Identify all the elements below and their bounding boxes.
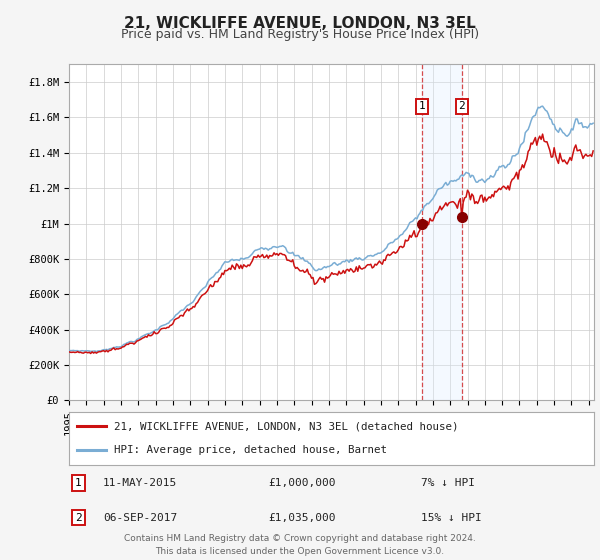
Text: 15% ↓ HPI: 15% ↓ HPI [421, 512, 482, 522]
Text: £1,035,000: £1,035,000 [269, 512, 336, 522]
Text: Price paid vs. HM Land Registry's House Price Index (HPI): Price paid vs. HM Land Registry's House … [121, 28, 479, 41]
Text: 21, WICKLIFFE AVENUE, LONDON, N3 3EL: 21, WICKLIFFE AVENUE, LONDON, N3 3EL [124, 16, 476, 31]
Text: £1,000,000: £1,000,000 [269, 478, 336, 488]
Text: 11-MAY-2015: 11-MAY-2015 [103, 478, 178, 488]
Text: 2: 2 [75, 512, 82, 522]
Text: 7% ↓ HPI: 7% ↓ HPI [421, 478, 475, 488]
Text: 2: 2 [458, 101, 465, 111]
Text: 21, WICKLIFFE AVENUE, LONDON, N3 3EL (detached house): 21, WICKLIFFE AVENUE, LONDON, N3 3EL (de… [113, 422, 458, 432]
Text: 1: 1 [419, 101, 425, 111]
Text: 06-SEP-2017: 06-SEP-2017 [103, 512, 178, 522]
Text: 1: 1 [75, 478, 82, 488]
Text: HPI: Average price, detached house, Barnet: HPI: Average price, detached house, Barn… [113, 445, 386, 455]
Text: Contains HM Land Registry data © Crown copyright and database right 2024.
This d: Contains HM Land Registry data © Crown c… [124, 534, 476, 556]
Bar [422, 64, 462, 400]
